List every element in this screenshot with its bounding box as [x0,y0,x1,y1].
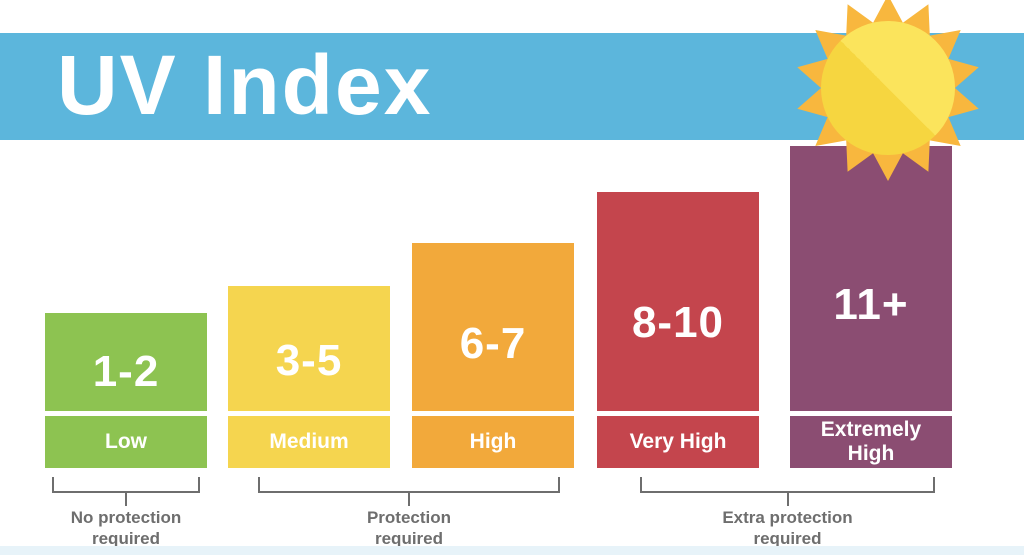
bar-severity-label-text: High [469,429,517,453]
bar-severity-label: Low [45,416,207,468]
bracket-stem [408,493,410,506]
uv-bar-high: 6-7 High [412,243,574,468]
uv-bar-medium: 3-5 Medium [228,286,390,468]
bracket-stem [125,493,127,506]
bracket [52,477,200,493]
bar-segment-medium: 3-5 [228,286,390,411]
uv-bar-very-high: 8-10 Very High [597,192,759,468]
bar-severity-label: Extremely High [790,416,952,468]
bar-severity-label: High [412,416,574,468]
footer-strip [0,546,1024,555]
annotation-text: No protection required [70,508,182,549]
bar-severity-label-text: Extremely High [820,417,922,465]
bar-range-value: 11+ [833,280,909,329]
annotation-extra-protection: Extra protection required [640,477,935,550]
bar-range-value: 6-7 [459,318,527,368]
bar-severity-label: Medium [228,416,390,468]
bar-segment-low: 1-2 [45,313,207,411]
bar-segment-extremely-high: 11+ [790,146,952,411]
bar-range-value: 1-2 [92,346,160,396]
bar-range-value: 8-10 [631,298,725,348]
annotation-no-protection: No protection required [52,477,200,550]
annotation-text: Protection required [366,508,452,549]
bracket [258,477,560,493]
bar-segment-very-high: 8-10 [597,192,759,411]
uv-bar-extremely-high: 11+ Extremely High [790,146,952,468]
bar-range-value: 3-5 [275,336,343,385]
bar-severity-label-text: Medium [269,429,349,453]
sun-icon [797,0,979,181]
bar-segment-high: 6-7 [412,243,574,411]
bar-severity-label-text: Low [105,429,147,453]
page-title: UV Index [57,38,433,132]
bar-severity-label: Very High [597,416,759,468]
bracket-stem [786,493,789,506]
bar-severity-label-text: Very High [629,429,727,453]
annotation-protection: Protection required [258,477,560,550]
uv-bar-low: 1-2 Low [45,313,207,468]
bracket [640,477,935,493]
annotation-text: Extra protection required [722,508,853,549]
